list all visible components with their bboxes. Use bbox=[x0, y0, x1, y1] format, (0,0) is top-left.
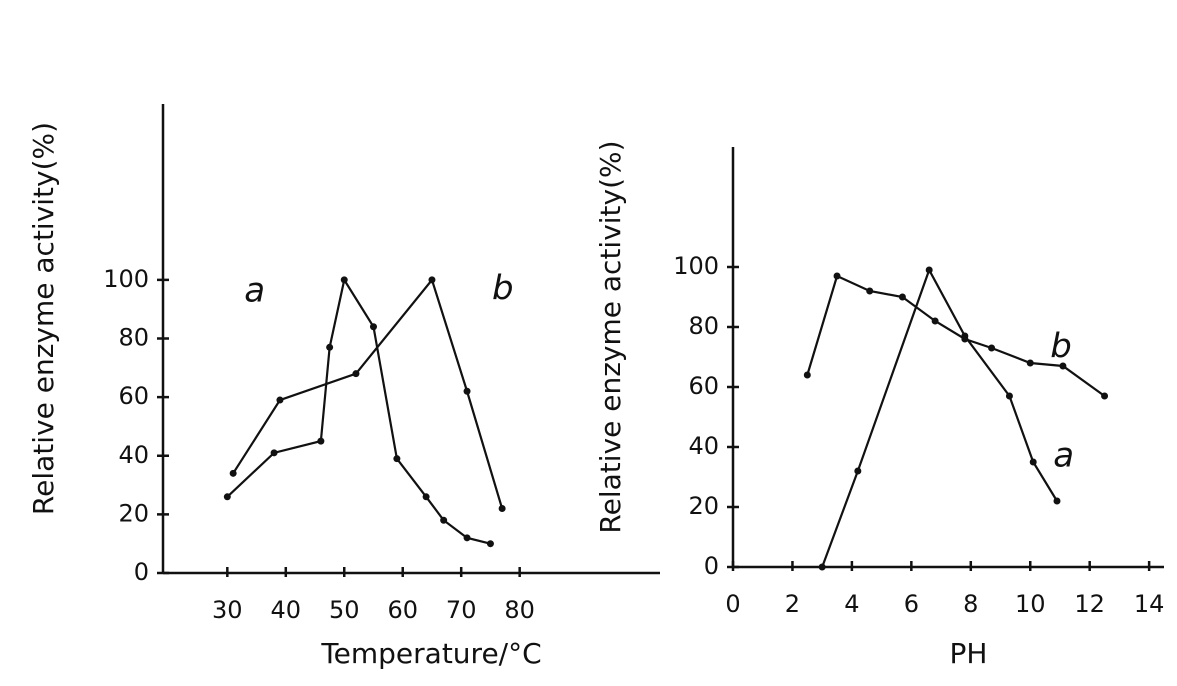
data-point bbox=[463, 534, 471, 542]
data-line bbox=[232, 277, 504, 509]
data-line bbox=[226, 276, 491, 545]
data-point bbox=[229, 469, 237, 477]
data-point bbox=[961, 335, 969, 343]
data-point bbox=[898, 293, 906, 301]
y-tick-label: 0 bbox=[134, 558, 149, 586]
data-point bbox=[340, 276, 348, 284]
data-line bbox=[806, 274, 1106, 397]
data-point bbox=[854, 467, 862, 475]
x-tick-label: 30 bbox=[212, 596, 243, 624]
data-point bbox=[1026, 359, 1034, 367]
data-point bbox=[440, 516, 448, 524]
y-tick-label: 20 bbox=[688, 492, 719, 520]
data-point bbox=[931, 317, 939, 325]
data-point bbox=[1059, 362, 1067, 370]
data-point bbox=[422, 493, 430, 501]
x-tick-label: 50 bbox=[329, 596, 360, 624]
data-point bbox=[276, 396, 284, 404]
data-point bbox=[866, 287, 874, 295]
x-tick-label: 12 bbox=[1074, 590, 1105, 618]
x-axis-label: Temperature/°C bbox=[320, 637, 541, 670]
data-point bbox=[1101, 392, 1109, 400]
y-tick-label: 40 bbox=[688, 432, 719, 460]
data-point bbox=[463, 387, 471, 395]
series-label: b bbox=[1050, 327, 1072, 367]
x-tick-label: 60 bbox=[387, 596, 418, 624]
y-axis-label: Relative enzyme activity(%) bbox=[27, 122, 60, 515]
series-label: b bbox=[492, 268, 514, 308]
x-tick-label: 14 bbox=[1134, 590, 1165, 618]
data-point bbox=[317, 437, 325, 445]
data-point bbox=[369, 323, 377, 331]
data-point bbox=[1029, 458, 1037, 466]
data-line bbox=[821, 267, 1058, 568]
y-tick-label: 20 bbox=[118, 499, 149, 527]
y-tick-label: 40 bbox=[118, 441, 149, 469]
data-point bbox=[352, 370, 360, 378]
y-tick-label: 60 bbox=[118, 382, 149, 410]
data-point bbox=[818, 563, 826, 571]
data-point bbox=[833, 272, 841, 280]
x-tick-label: 0 bbox=[725, 590, 740, 618]
x-tick-label: 8 bbox=[963, 590, 978, 618]
x-tick-label: 10 bbox=[1015, 590, 1046, 618]
y-tick-label: 100 bbox=[103, 265, 149, 293]
data-point bbox=[498, 505, 506, 513]
x-tick-label: 70 bbox=[446, 596, 477, 624]
y-axis-label: Relative enzyme activity(%) bbox=[594, 140, 627, 533]
data-point bbox=[1005, 392, 1013, 400]
y-tick-label: 100 bbox=[673, 252, 719, 280]
y-tick-label: 80 bbox=[118, 324, 149, 352]
x-axis-label: PH bbox=[950, 637, 988, 670]
y-tick-label: 60 bbox=[688, 372, 719, 400]
x-tick-label: 80 bbox=[504, 596, 535, 624]
data-point bbox=[925, 266, 933, 274]
data-point bbox=[1053, 497, 1061, 505]
data-point bbox=[803, 371, 811, 379]
x-tick-label: 40 bbox=[271, 596, 302, 624]
y-tick-label: 80 bbox=[688, 312, 719, 340]
x-tick-label: 4 bbox=[844, 590, 859, 618]
data-point bbox=[223, 493, 231, 501]
data-point bbox=[393, 455, 401, 463]
data-point bbox=[270, 449, 278, 457]
series-label: a bbox=[1053, 436, 1074, 476]
x-tick-label: 2 bbox=[785, 590, 800, 618]
data-point bbox=[326, 343, 334, 351]
x-tick-label: 6 bbox=[904, 590, 919, 618]
y-tick-label: 0 bbox=[704, 552, 719, 580]
data-point bbox=[486, 540, 494, 548]
data-point bbox=[428, 276, 436, 284]
data-point bbox=[988, 344, 996, 352]
series-label: a bbox=[244, 270, 265, 310]
